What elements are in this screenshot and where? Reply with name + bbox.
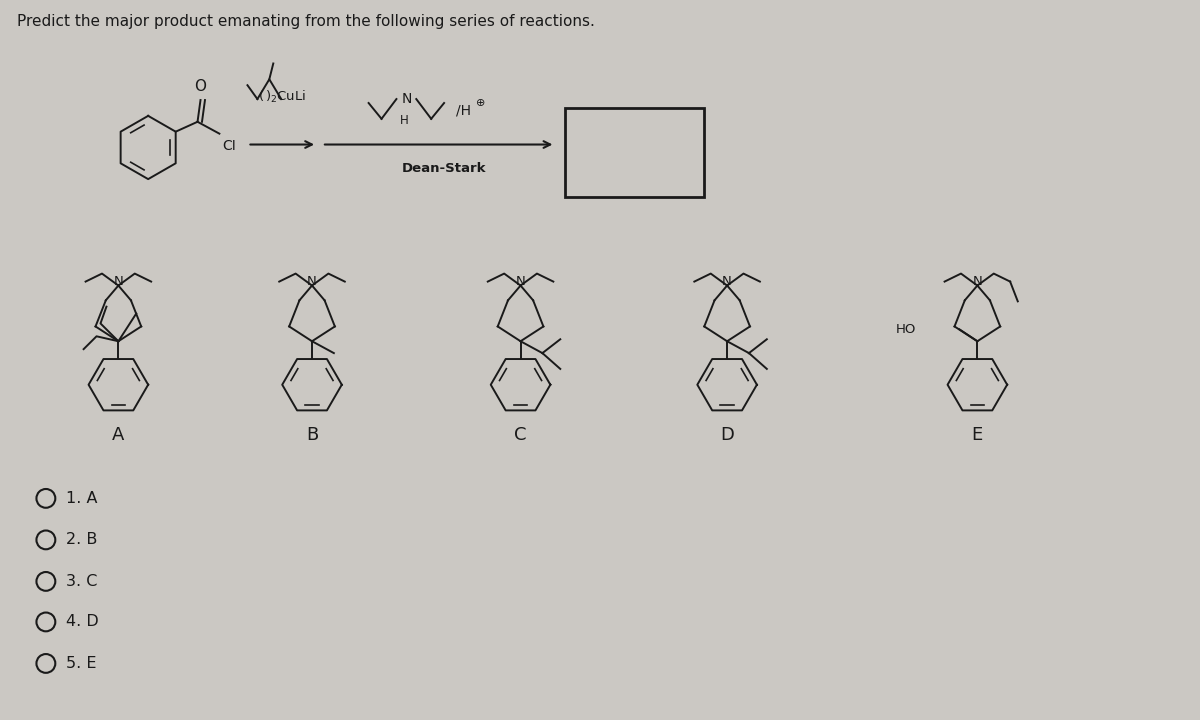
Text: A: A: [112, 426, 125, 444]
Text: 3. C: 3. C: [66, 574, 97, 589]
Text: 4. D: 4. D: [66, 614, 98, 629]
Text: N: N: [114, 275, 124, 288]
Text: 2. B: 2. B: [66, 532, 97, 547]
Text: B: B: [306, 426, 318, 444]
Text: HO: HO: [895, 323, 916, 336]
Bar: [565, 108, 704, 197]
Text: E: E: [972, 426, 983, 444]
Text: C: C: [515, 426, 527, 444]
Text: O: O: [194, 79, 206, 94]
Text: N: N: [401, 92, 412, 106]
Text: N: N: [307, 275, 317, 288]
Text: N: N: [722, 275, 732, 288]
Text: 5. E: 5. E: [66, 656, 96, 671]
Text: N: N: [972, 275, 983, 288]
Text: Predict the major product emanating from the following series of reactions.: Predict the major product emanating from…: [17, 14, 595, 29]
Text: Dean-Stark: Dean-Stark: [401, 162, 486, 175]
Text: H: H: [400, 114, 409, 127]
Text: 1. A: 1. A: [66, 491, 97, 506]
Text: $(_{\,})_2$CuLi: $(_{\,})_2$CuLi: [258, 89, 306, 105]
Text: N: N: [516, 275, 526, 288]
Text: CI: CI: [222, 138, 236, 153]
Text: ⊕: ⊕: [476, 98, 485, 108]
Text: D: D: [720, 426, 734, 444]
Text: /H: /H: [456, 104, 472, 118]
